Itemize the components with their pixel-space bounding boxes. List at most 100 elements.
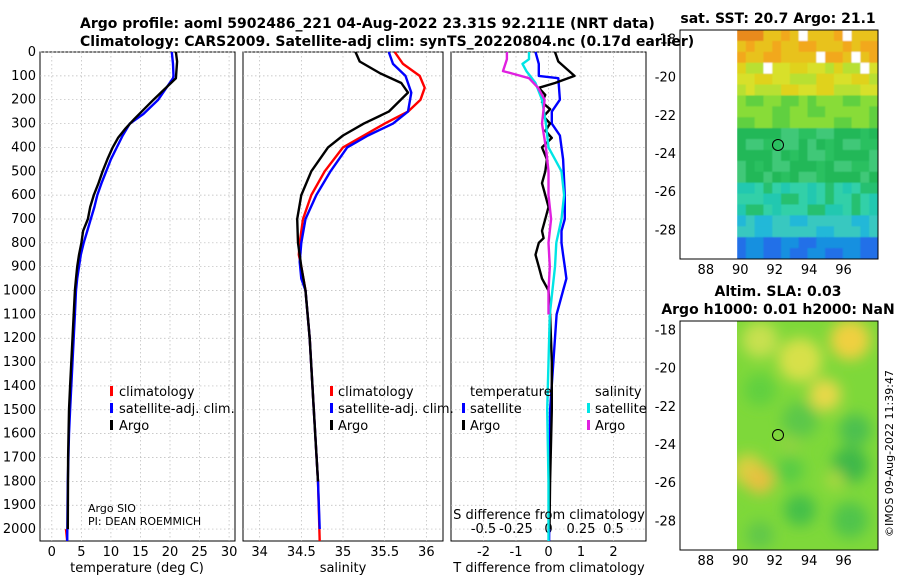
map-y-tick-label: -22 (655, 400, 676, 415)
sst-cell (745, 160, 756, 173)
y-tick-label: 1500 (3, 403, 36, 418)
sst-cell (860, 40, 870, 53)
sst-cell (842, 95, 853, 107)
sst-cell (816, 248, 826, 259)
sst-cell (789, 248, 800, 259)
sst-cell (781, 30, 791, 42)
sst-cell (825, 139, 835, 151)
series-line-salinity-argo (501, 52, 553, 315)
sst-cell (816, 139, 826, 151)
s-difference-xlabel: S difference from climatology (453, 508, 645, 523)
sst-cell (754, 215, 765, 227)
sst-cell (869, 149, 878, 162)
sst-cell (825, 182, 835, 195)
sst-cell (869, 171, 878, 184)
sla-blob (809, 379, 841, 411)
sst-cell (869, 139, 878, 151)
sst-cell (798, 117, 809, 129)
sst-cell (842, 248, 853, 259)
y-tick-label: 1900 (3, 498, 36, 513)
map-y-tick-label: -24 (655, 438, 676, 453)
sst-cell (869, 84, 878, 97)
sst-cell (772, 30, 782, 42)
sst-cell (789, 139, 800, 151)
sst-cell (798, 215, 809, 227)
sst-cell (772, 139, 782, 151)
sst-cell (816, 95, 826, 107)
sst-cell (737, 40, 747, 53)
sst-cell (842, 193, 853, 206)
sst-cell (763, 149, 773, 162)
sst-cell (754, 62, 765, 75)
sst-cell (860, 62, 870, 75)
map-y-tick-label: -20 (655, 362, 676, 377)
map-x-tick-label: 90 (732, 263, 749, 278)
sst-cell (772, 117, 782, 129)
sst-heatmap (737, 30, 878, 259)
sst-cell (798, 128, 809, 140)
sla-blob (742, 322, 778, 358)
sst-cell (825, 149, 835, 162)
sst-cell (737, 62, 747, 75)
sst-cell (842, 84, 853, 97)
sst-cell (789, 182, 800, 195)
sst-cell (798, 204, 809, 216)
sst-cell (816, 237, 826, 249)
sst-cell (851, 62, 861, 75)
sst-cell (745, 73, 756, 86)
legend-label-satellite: satellite-adj. clim. (338, 402, 454, 417)
x-tick-label: 36 (418, 545, 435, 560)
sst-cell (745, 62, 756, 75)
sst-cell (781, 84, 791, 97)
sst-cell (833, 248, 844, 259)
sst-cell (745, 30, 756, 42)
sst-cell (825, 193, 835, 206)
sst-cell (869, 128, 878, 140)
sst-cell (798, 84, 809, 97)
sst-cell (763, 215, 773, 227)
sst-cell (754, 237, 765, 249)
legend-swatch-temp-argo (462, 420, 465, 430)
sst-cell (825, 160, 835, 173)
salinity-legend: climatology satellite-adj. clim. Argo (330, 385, 454, 434)
sst-cell (869, 237, 878, 249)
sst-cell (842, 149, 853, 162)
sst-cell (798, 160, 809, 173)
x-tick-label: 0 (544, 545, 552, 560)
sst-cell (842, 160, 853, 173)
sst-cell (833, 139, 844, 151)
sst-cell (754, 139, 765, 151)
sla-map-title-line2: Argo h1000: 0.01 h2000: NaN (661, 302, 894, 318)
sst-cell (851, 193, 861, 206)
sst-cell (737, 160, 747, 173)
y-tick-label: 1600 (3, 427, 36, 442)
sst-argo-location-marker (772, 139, 784, 151)
sst-cell (789, 117, 800, 129)
sst-cell (798, 95, 809, 107)
x-tick-label: 15 (132, 545, 149, 560)
sst-cell (763, 51, 773, 64)
axis-ticks: 0100200300400500600700800900100011001200… (3, 45, 624, 560)
sst-cell (842, 204, 853, 216)
x-tick-label: 2 (609, 545, 617, 560)
sst-cell (737, 106, 747, 118)
y-tick-label: 1400 (3, 379, 36, 394)
sst-cell (842, 139, 853, 151)
sst-cell (763, 117, 773, 129)
sst-cell (869, 40, 878, 53)
temperature-xlabel: temperature (deg C) (70, 561, 204, 576)
sst-cell (781, 106, 791, 118)
sst-cell (737, 95, 747, 107)
sst-cell (763, 30, 773, 42)
sst-cell (816, 106, 826, 118)
sst-cell (825, 62, 835, 75)
salinity-xlabel: salinity (320, 561, 367, 576)
sst-cell (869, 95, 878, 107)
sst-cell (789, 128, 800, 140)
sst-cell (807, 215, 817, 227)
sst-cell (789, 84, 800, 97)
sst-cell (816, 215, 826, 227)
x-tick-label: 5 (77, 545, 85, 560)
legend-swatch-argo (110, 420, 113, 430)
y-tick-label: 1200 (3, 331, 36, 346)
